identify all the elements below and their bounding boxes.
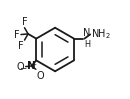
Text: F: F bbox=[14, 30, 20, 40]
Text: N: N bbox=[27, 61, 36, 71]
Text: O: O bbox=[37, 71, 44, 81]
Text: F: F bbox=[22, 17, 27, 27]
Text: O: O bbox=[17, 62, 24, 72]
Text: −: − bbox=[19, 63, 26, 72]
Text: F: F bbox=[18, 41, 24, 51]
Text: +: + bbox=[30, 62, 36, 68]
Text: NH$_2$: NH$_2$ bbox=[91, 27, 110, 41]
Text: N: N bbox=[83, 28, 90, 38]
Text: H: H bbox=[84, 40, 90, 49]
